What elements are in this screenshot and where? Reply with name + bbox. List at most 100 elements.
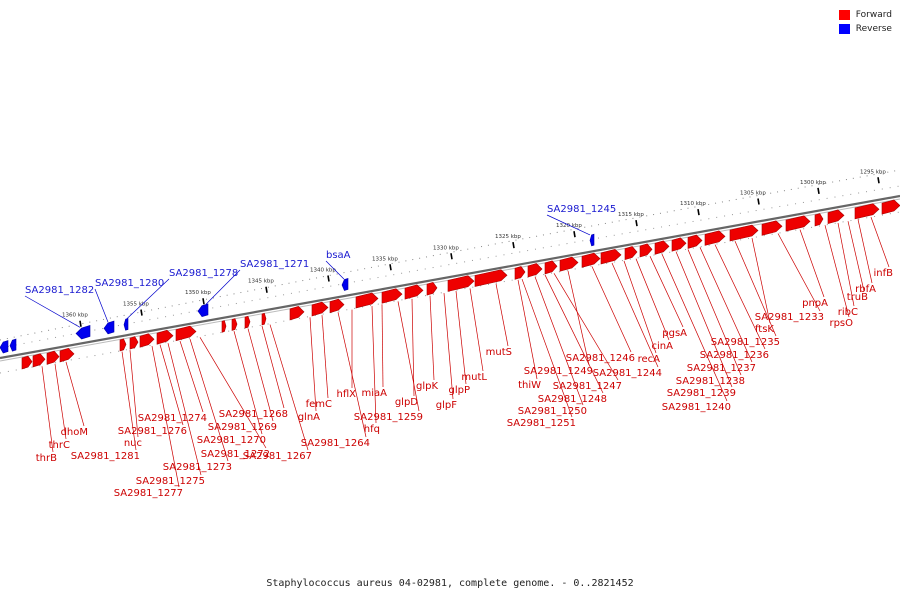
scale-tick-mark <box>573 231 576 238</box>
reverse-gene <box>123 318 129 331</box>
reverse-gene <box>103 320 115 335</box>
gene-label: SA2981_1264 <box>301 438 370 449</box>
gene-label: hflX <box>337 389 357 400</box>
gene-label: femC <box>306 399 332 410</box>
forward-gene <box>244 315 251 329</box>
gene-label: SA2981_1240 <box>662 402 731 413</box>
reverse-swatch <box>838 24 850 34</box>
gene-label: mutL <box>461 372 487 383</box>
gene-label: miaA <box>362 388 388 399</box>
forward-gene <box>311 301 329 317</box>
leader-line <box>159 344 184 426</box>
leader-line <box>24 295 81 328</box>
leader-line <box>371 306 377 424</box>
forward-gene <box>261 312 267 326</box>
forward-gene <box>544 260 558 275</box>
leader-line <box>623 260 657 354</box>
legend-label: Reverse <box>855 24 892 34</box>
leader-line <box>837 222 855 307</box>
leader-line <box>661 253 728 402</box>
forward-gene <box>729 224 759 242</box>
gene-label: SA2981_1246 <box>566 353 635 364</box>
gene-label: glpP <box>448 385 470 396</box>
gene-label: SA2981_1250 <box>518 406 587 417</box>
forward-gene <box>156 329 174 345</box>
leader-line <box>734 240 777 337</box>
leader-line <box>824 225 850 318</box>
forward-gene <box>21 355 33 370</box>
leader-line <box>687 249 742 376</box>
forward-gene <box>404 284 424 300</box>
gene-label: SA2981_1249 <box>524 366 593 377</box>
leader-line <box>699 247 753 363</box>
gene-label: pgsA <box>662 328 687 339</box>
forward-gene <box>129 336 139 350</box>
scale-tick-label: 1325 kbp <box>495 234 521 240</box>
leader-line <box>567 270 590 366</box>
scale-tick-mark <box>512 241 515 249</box>
gene-label: SA2981_1271 <box>240 259 309 270</box>
leader-line <box>179 340 204 413</box>
gene-label: SA2981_1233 <box>755 312 824 323</box>
leader-line <box>649 256 684 328</box>
scale-tick-mark <box>877 177 880 184</box>
gene-features <box>0 199 900 370</box>
forward-gene <box>32 353 46 368</box>
gene-label: thiW <box>518 380 541 391</box>
forward-gene <box>814 213 824 227</box>
gene-label: SA2981_1269 <box>208 422 277 433</box>
forward-gene <box>329 298 345 314</box>
leader-line <box>121 351 137 451</box>
leader-line <box>469 288 484 372</box>
legend-item-forward: Forward <box>838 8 892 22</box>
forward-gene <box>559 256 579 272</box>
leader-line <box>517 279 538 380</box>
leader-line <box>397 301 420 412</box>
leader-line <box>411 298 415 397</box>
reverse-gene <box>341 278 349 291</box>
gene-label: SA2981_1238 <box>676 376 745 387</box>
scale-tick-mark <box>265 286 268 293</box>
scale-tick-mark <box>817 187 820 194</box>
leader-line <box>546 214 591 236</box>
gene-label: glpF <box>436 400 457 411</box>
leader-line <box>799 229 825 298</box>
leader-line <box>495 283 509 347</box>
scale-tick-label: 1315 kbp <box>618 212 644 218</box>
forward-gene <box>827 209 845 225</box>
leader-line <box>751 238 771 324</box>
scale-tick-label: 1340 kbp <box>310 267 336 273</box>
gene-label: ftsK <box>755 324 774 335</box>
legend-item-reverse: Reverse <box>838 22 892 36</box>
forward-gene <box>881 199 900 215</box>
map-caption: Staphylococcus aureus 04-02981, complete… <box>266 578 634 589</box>
scale-tick-mark <box>202 298 205 305</box>
reverse-gene <box>9 338 17 352</box>
leader-line <box>151 346 180 488</box>
gene-label: SA2981_1237 <box>687 363 756 374</box>
leader-line <box>857 219 873 284</box>
gene-label: SA2981_1281 <box>71 451 140 462</box>
leader-line <box>309 317 317 412</box>
gene-label: SA2981_1235 <box>711 337 780 348</box>
leader-line <box>54 363 67 440</box>
leader-line <box>870 216 890 268</box>
gene-label: SA2981_1268 <box>219 409 288 420</box>
gene-label: SA2981_1247 <box>553 381 622 392</box>
leader-line <box>65 361 85 427</box>
leader-line <box>129 350 139 438</box>
forward-gene <box>59 348 75 363</box>
leader-line <box>321 315 329 399</box>
gene-label: SA2981_1280 <box>95 278 164 289</box>
gene-label: SA2981_1282 <box>25 285 94 296</box>
gene-label: glpK <box>416 381 438 392</box>
scale-tick-mark <box>450 253 453 260</box>
forward-gene <box>704 230 726 246</box>
forward-swatch <box>838 10 850 20</box>
reverse-gene <box>197 303 209 318</box>
leader-line <box>126 278 170 319</box>
leader-line <box>635 258 670 341</box>
leader-line <box>714 244 766 350</box>
